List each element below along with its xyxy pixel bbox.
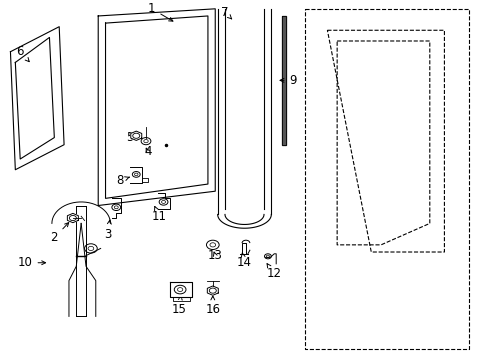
Text: 7: 7: [221, 6, 231, 19]
Polygon shape: [281, 16, 285, 145]
Text: 2: 2: [50, 222, 69, 244]
Polygon shape: [67, 213, 78, 223]
Text: 4: 4: [144, 145, 151, 158]
Text: 3: 3: [104, 220, 111, 240]
Polygon shape: [207, 286, 218, 295]
Text: 6: 6: [17, 45, 29, 62]
Polygon shape: [170, 282, 192, 297]
Text: 5: 5: [126, 131, 136, 144]
Text: 16: 16: [205, 296, 220, 316]
Polygon shape: [130, 131, 142, 140]
Text: 12: 12: [265, 264, 281, 280]
Text: 9: 9: [280, 74, 296, 87]
Text: 15: 15: [171, 296, 186, 316]
Text: 1: 1: [148, 2, 173, 21]
Text: 13: 13: [207, 249, 222, 262]
Text: 8: 8: [116, 174, 129, 187]
Text: 10: 10: [18, 256, 45, 269]
Text: 11: 11: [151, 206, 166, 223]
Text: 14: 14: [237, 253, 251, 269]
